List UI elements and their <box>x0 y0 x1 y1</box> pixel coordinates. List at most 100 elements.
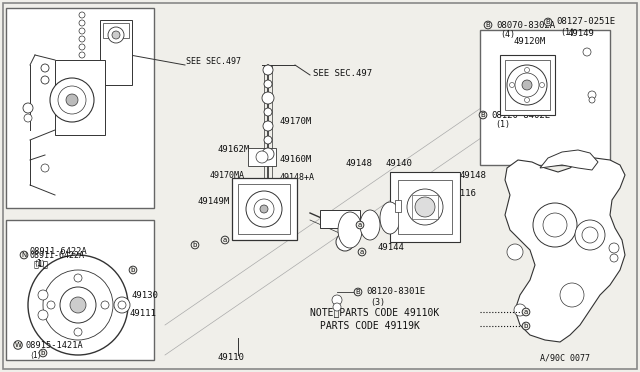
Circle shape <box>264 136 272 144</box>
Circle shape <box>60 287 96 323</box>
Circle shape <box>407 189 443 225</box>
Text: PARTS CODE 49119K: PARTS CODE 49119K <box>320 321 420 331</box>
Circle shape <box>262 92 274 104</box>
Circle shape <box>514 304 526 316</box>
Circle shape <box>332 295 342 305</box>
Circle shape <box>74 274 82 282</box>
Text: 49162M: 49162M <box>218 145 250 154</box>
Circle shape <box>262 148 274 160</box>
Circle shape <box>525 97 529 103</box>
Text: b: b <box>524 323 528 329</box>
Text: 49148: 49148 <box>460 170 487 180</box>
Text: 08120-8301E: 08120-8301E <box>366 288 425 296</box>
Text: a: a <box>223 237 227 243</box>
Text: 49111: 49111 <box>130 308 157 317</box>
Text: 49148: 49148 <box>346 158 373 167</box>
Circle shape <box>336 233 354 251</box>
Circle shape <box>264 108 272 116</box>
Circle shape <box>263 121 273 131</box>
Text: B: B <box>546 19 550 25</box>
Circle shape <box>23 103 33 113</box>
Circle shape <box>66 94 78 106</box>
Circle shape <box>79 44 85 50</box>
Polygon shape <box>505 158 625 342</box>
Bar <box>395 200 401 212</box>
Circle shape <box>50 78 94 122</box>
Text: ⟨1⟩: ⟨1⟩ <box>30 350 41 359</box>
Circle shape <box>47 301 55 309</box>
Circle shape <box>38 290 48 300</box>
Circle shape <box>79 28 85 34</box>
Bar <box>55 60 105 135</box>
Text: SEE SEC.497: SEE SEC.497 <box>313 70 372 78</box>
Circle shape <box>515 73 539 97</box>
Circle shape <box>254 199 274 219</box>
Circle shape <box>74 328 82 336</box>
Text: 08911-6422A: 08911-6422A <box>30 250 85 260</box>
Circle shape <box>609 243 619 253</box>
Text: 08915-1421A: 08915-1421A <box>26 340 84 350</box>
Ellipse shape <box>380 202 400 234</box>
Bar <box>103 23 129 38</box>
Circle shape <box>101 301 109 309</box>
Circle shape <box>610 254 618 262</box>
Circle shape <box>589 97 595 103</box>
Circle shape <box>333 303 341 311</box>
Text: (1): (1) <box>495 119 510 128</box>
Circle shape <box>522 80 532 90</box>
Text: b: b <box>41 350 45 356</box>
Circle shape <box>507 244 523 260</box>
Text: 49160M: 49160M <box>280 155 312 164</box>
Ellipse shape <box>338 212 362 248</box>
Circle shape <box>79 52 85 58</box>
Circle shape <box>415 197 435 217</box>
Text: a: a <box>524 309 528 315</box>
Bar <box>6 8 154 208</box>
Text: b: b <box>193 242 197 248</box>
Text: 08070-8302A: 08070-8302A <box>496 20 555 29</box>
Circle shape <box>41 64 49 72</box>
Circle shape <box>58 86 86 114</box>
Circle shape <box>246 191 282 227</box>
Text: N: N <box>21 252 27 258</box>
Circle shape <box>43 270 113 340</box>
Text: (1): (1) <box>560 28 575 36</box>
Circle shape <box>588 91 596 99</box>
Circle shape <box>41 164 49 172</box>
Bar <box>505 60 550 110</box>
Circle shape <box>41 76 49 84</box>
Circle shape <box>560 283 584 307</box>
Circle shape <box>507 65 547 105</box>
Text: 49149M: 49149M <box>197 198 229 206</box>
Circle shape <box>575 220 605 250</box>
Text: 49149: 49149 <box>568 29 595 38</box>
Circle shape <box>70 297 86 313</box>
Text: (4): (4) <box>500 29 515 38</box>
Circle shape <box>525 67 529 73</box>
Circle shape <box>260 205 268 213</box>
Circle shape <box>79 36 85 42</box>
Circle shape <box>533 203 577 247</box>
Text: 49170MA: 49170MA <box>210 170 245 180</box>
Text: 49140: 49140 <box>385 158 412 167</box>
Text: 49144: 49144 <box>378 244 405 253</box>
Circle shape <box>24 114 32 122</box>
Text: 49116: 49116 <box>450 189 477 198</box>
Text: 08911-6422A: 08911-6422A <box>30 247 88 257</box>
Ellipse shape <box>399 193 421 227</box>
Bar <box>6 220 154 360</box>
Text: 49110: 49110 <box>218 353 245 362</box>
Bar <box>390 172 460 242</box>
Ellipse shape <box>360 210 380 240</box>
Circle shape <box>79 12 85 18</box>
Circle shape <box>114 297 130 313</box>
Circle shape <box>583 48 591 56</box>
Text: 08120-8402E: 08120-8402E <box>491 110 550 119</box>
Circle shape <box>543 213 567 237</box>
Bar <box>248 148 276 166</box>
Circle shape <box>582 227 598 243</box>
Text: 49148+A: 49148+A <box>280 173 315 183</box>
Bar <box>232 178 297 240</box>
Text: ⟨1⟩: ⟨1⟩ <box>34 259 45 267</box>
Text: W: W <box>15 342 21 348</box>
